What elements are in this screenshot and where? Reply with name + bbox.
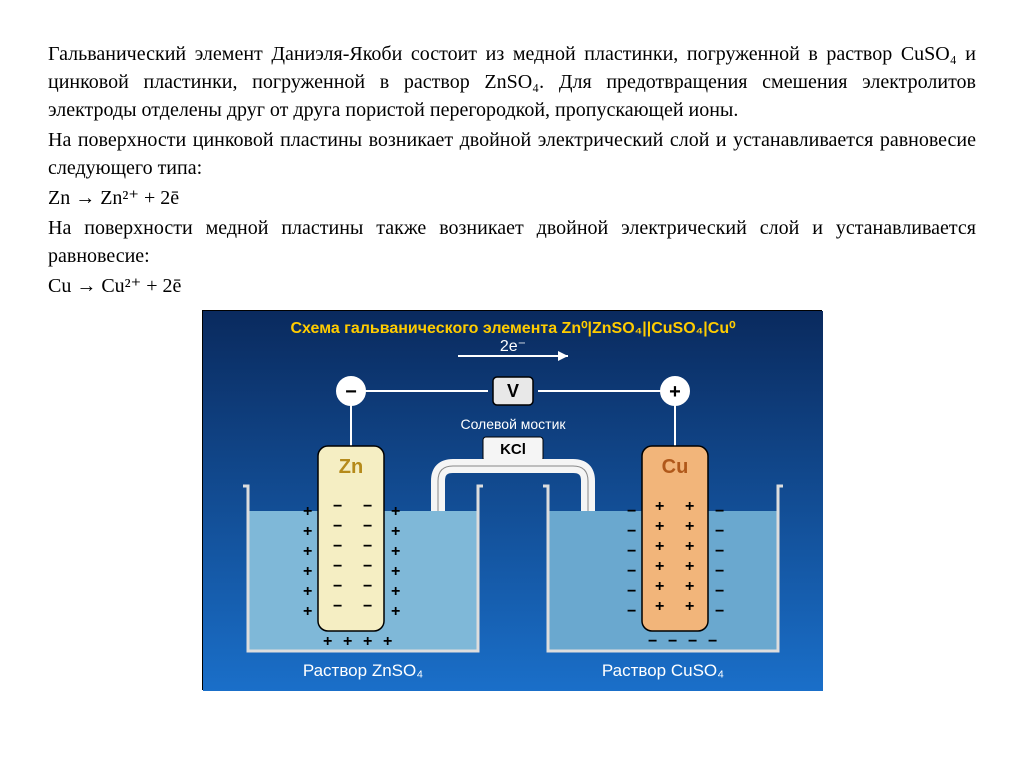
svg-text:V: V [507, 381, 519, 401]
svg-text:+: + [655, 598, 664, 615]
svg-text:−: − [668, 633, 677, 650]
svg-text:+: + [685, 578, 694, 595]
svg-text:−: − [688, 633, 697, 650]
svg-text:−: − [333, 598, 342, 615]
svg-text:+: + [685, 518, 694, 535]
diagram-title: Схема гальванического элемента Zn⁰|ZnSO₄… [290, 320, 736, 337]
svg-text:+: + [303, 543, 312, 560]
left-solution-label: Раствор ZnSO₄ [303, 661, 423, 680]
svg-text:−: − [333, 558, 342, 575]
svg-text:+: + [655, 518, 664, 535]
svg-text:Zn: Zn [339, 456, 363, 478]
svg-text:+: + [303, 563, 312, 580]
svg-text:+: + [391, 503, 400, 520]
svg-text:+: + [303, 523, 312, 540]
svg-text:−: − [363, 498, 372, 515]
equation-1: Zn → Zn²⁺ + 2ē [48, 184, 976, 212]
svg-text:KCl: KCl [500, 441, 526, 458]
svg-text:+: + [303, 583, 312, 600]
svg-text:−: − [715, 563, 724, 580]
svg-text:+: + [669, 381, 681, 403]
svg-text:+: + [303, 603, 312, 620]
svg-text:−: − [363, 578, 372, 595]
plus-terminal: + [661, 377, 689, 405]
svg-text:−: − [708, 633, 717, 650]
svg-text:−: − [715, 603, 724, 620]
svg-text:−: − [627, 523, 636, 540]
equation-2: Cu → Cu²⁺ + 2ē [48, 272, 976, 300]
svg-text:−: − [715, 503, 724, 520]
svg-text:−: − [627, 563, 636, 580]
minus-terminal: − [337, 377, 365, 405]
svg-text:+: + [391, 523, 400, 540]
voltmeter: V [493, 377, 533, 405]
svg-text:−: − [363, 538, 372, 555]
svg-text:−: − [333, 538, 342, 555]
svg-text:−: − [715, 543, 724, 560]
svg-text:+: + [685, 598, 694, 615]
svg-text:+: + [303, 503, 312, 520]
svg-text:+: + [391, 583, 400, 600]
galvanic-cell-diagram: Схема гальванического элемента Zn⁰|ZnSO₄… [202, 310, 822, 690]
svg-text:2e⁻: 2e⁻ [500, 338, 526, 355]
svg-text:−: − [627, 543, 636, 560]
svg-text:−: − [627, 583, 636, 600]
svg-text:+: + [391, 563, 400, 580]
svg-text:−: − [333, 578, 342, 595]
svg-text:−: − [715, 583, 724, 600]
svg-text:+: + [391, 543, 400, 560]
svg-text:+: + [655, 578, 664, 595]
svg-text:+: + [685, 498, 694, 515]
para-3: На поверхности медной пластины также воз… [48, 214, 976, 270]
svg-text:+: + [655, 538, 664, 555]
bridge-label: Солевой мостик [460, 416, 566, 432]
svg-text:+: + [363, 633, 372, 650]
svg-text:−: − [648, 633, 657, 650]
svg-text:+: + [391, 603, 400, 620]
para-2: На поверхности цинковой пластины возника… [48, 126, 976, 182]
right-solution-label: Раствор CuSO₄ [602, 661, 724, 680]
svg-text:−: − [627, 603, 636, 620]
svg-text:−: − [363, 598, 372, 615]
svg-text:−: − [333, 498, 342, 515]
svg-text:Cu: Cu [662, 456, 689, 478]
svg-text:+: + [383, 633, 392, 650]
svg-text:−: − [333, 518, 342, 535]
para-1: Гальванический элемент Даниэля-Якоби сос… [48, 40, 976, 124]
svg-text:−: − [363, 518, 372, 535]
svg-text:+: + [323, 633, 332, 650]
svg-text:−: − [345, 381, 357, 403]
svg-text:+: + [655, 558, 664, 575]
svg-text:+: + [655, 498, 664, 515]
bridge-salt-box: KCl [483, 437, 543, 461]
svg-text:−: − [627, 503, 636, 520]
svg-text:−: − [363, 558, 372, 575]
svg-text:+: + [685, 558, 694, 575]
description-text: Гальванический элемент Даниэля-Якоби сос… [48, 40, 976, 300]
svg-text:−: − [715, 523, 724, 540]
svg-text:+: + [685, 538, 694, 555]
svg-text:+: + [343, 633, 352, 650]
